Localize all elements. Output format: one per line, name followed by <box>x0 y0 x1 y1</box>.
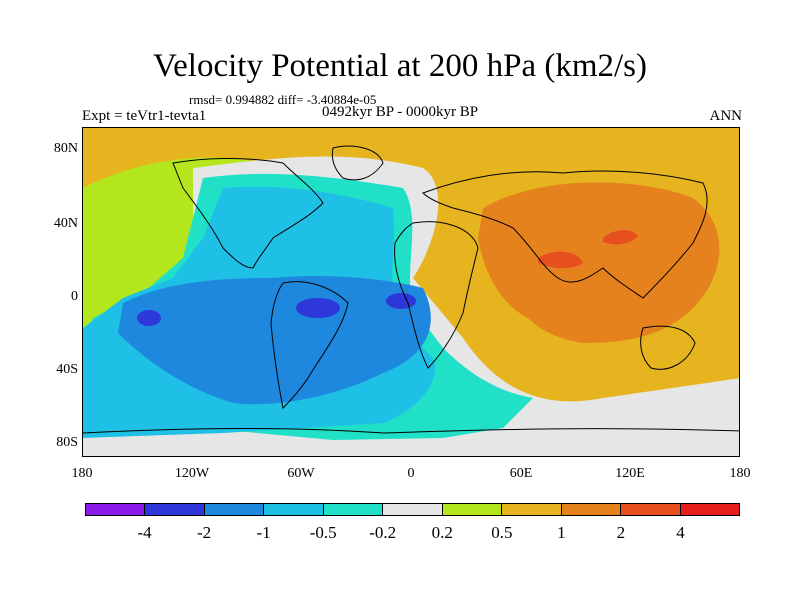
colorbar-label: 0.2 <box>431 523 453 542</box>
max-india <box>538 251 583 269</box>
colorbar-segment <box>323 504 384 515</box>
lat-label-40s: 40S <box>56 362 78 377</box>
field-blue-deep <box>118 276 431 405</box>
lon-label-60e: 60E <box>509 466 533 481</box>
lon-label-0: 0 <box>407 466 415 481</box>
colorbar-segment <box>621 504 681 515</box>
max-tibet <box>603 230 638 245</box>
colorbar-label: -1 <box>256 523 271 542</box>
colorbar-label: 2 <box>616 523 626 542</box>
stats-text: rmsd= 0.994882 diff= -3.40884e-05 <box>189 92 377 107</box>
colorbar-label: 0.5 <box>491 523 513 542</box>
colorbar-label: -2 <box>196 523 212 542</box>
field-orange <box>478 182 720 343</box>
min-africa <box>386 293 416 309</box>
lon-label-120w: 120W <box>174 466 210 481</box>
map-panel <box>82 127 740 457</box>
lon-label-120e: 120E <box>615 466 645 481</box>
period-label: 0492kyr BP - 0000kyr BP <box>322 104 479 120</box>
lon-label-60w: 60W <box>287 466 315 481</box>
colorbar-segment <box>383 504 443 515</box>
colorbar-segment <box>204 504 265 515</box>
colorbar-segment <box>145 504 205 515</box>
lat-label-80n: 80N <box>53 141 78 156</box>
min-amazon <box>296 298 340 318</box>
colorbar-segment <box>442 504 503 515</box>
colorbar <box>85 503 740 516</box>
lon-label-180e: 180 <box>729 466 751 481</box>
colorbar-segment <box>86 504 146 515</box>
colorbar-label: 1 <box>557 523 566 542</box>
season-label: ANN <box>709 108 743 124</box>
experiment-label: Expt = teVtr1-tevta1 <box>82 108 207 124</box>
coastlines <box>83 145 739 434</box>
lat-label-0: 0 <box>71 289 78 304</box>
colorbar-label: -0.5 <box>309 523 337 542</box>
lon-label-180w: 180 <box>71 466 93 481</box>
contour-map <box>83 128 739 456</box>
colorbar-segment <box>502 504 562 515</box>
colorbar-segment <box>680 504 739 515</box>
min-pacific <box>137 310 161 326</box>
colorbar-label: 4 <box>676 523 685 542</box>
colorbar-segment <box>264 504 324 515</box>
colorbar-segment <box>561 504 622 515</box>
colorbar-label: -4 <box>137 523 152 542</box>
plot-title: Velocity Potential at 200 hPa (km2/s) <box>152 48 648 84</box>
lat-label-80s: 80S <box>56 435 78 450</box>
colorbar-label: -0.2 <box>369 523 397 542</box>
lat-label-40n: 40N <box>53 216 78 231</box>
